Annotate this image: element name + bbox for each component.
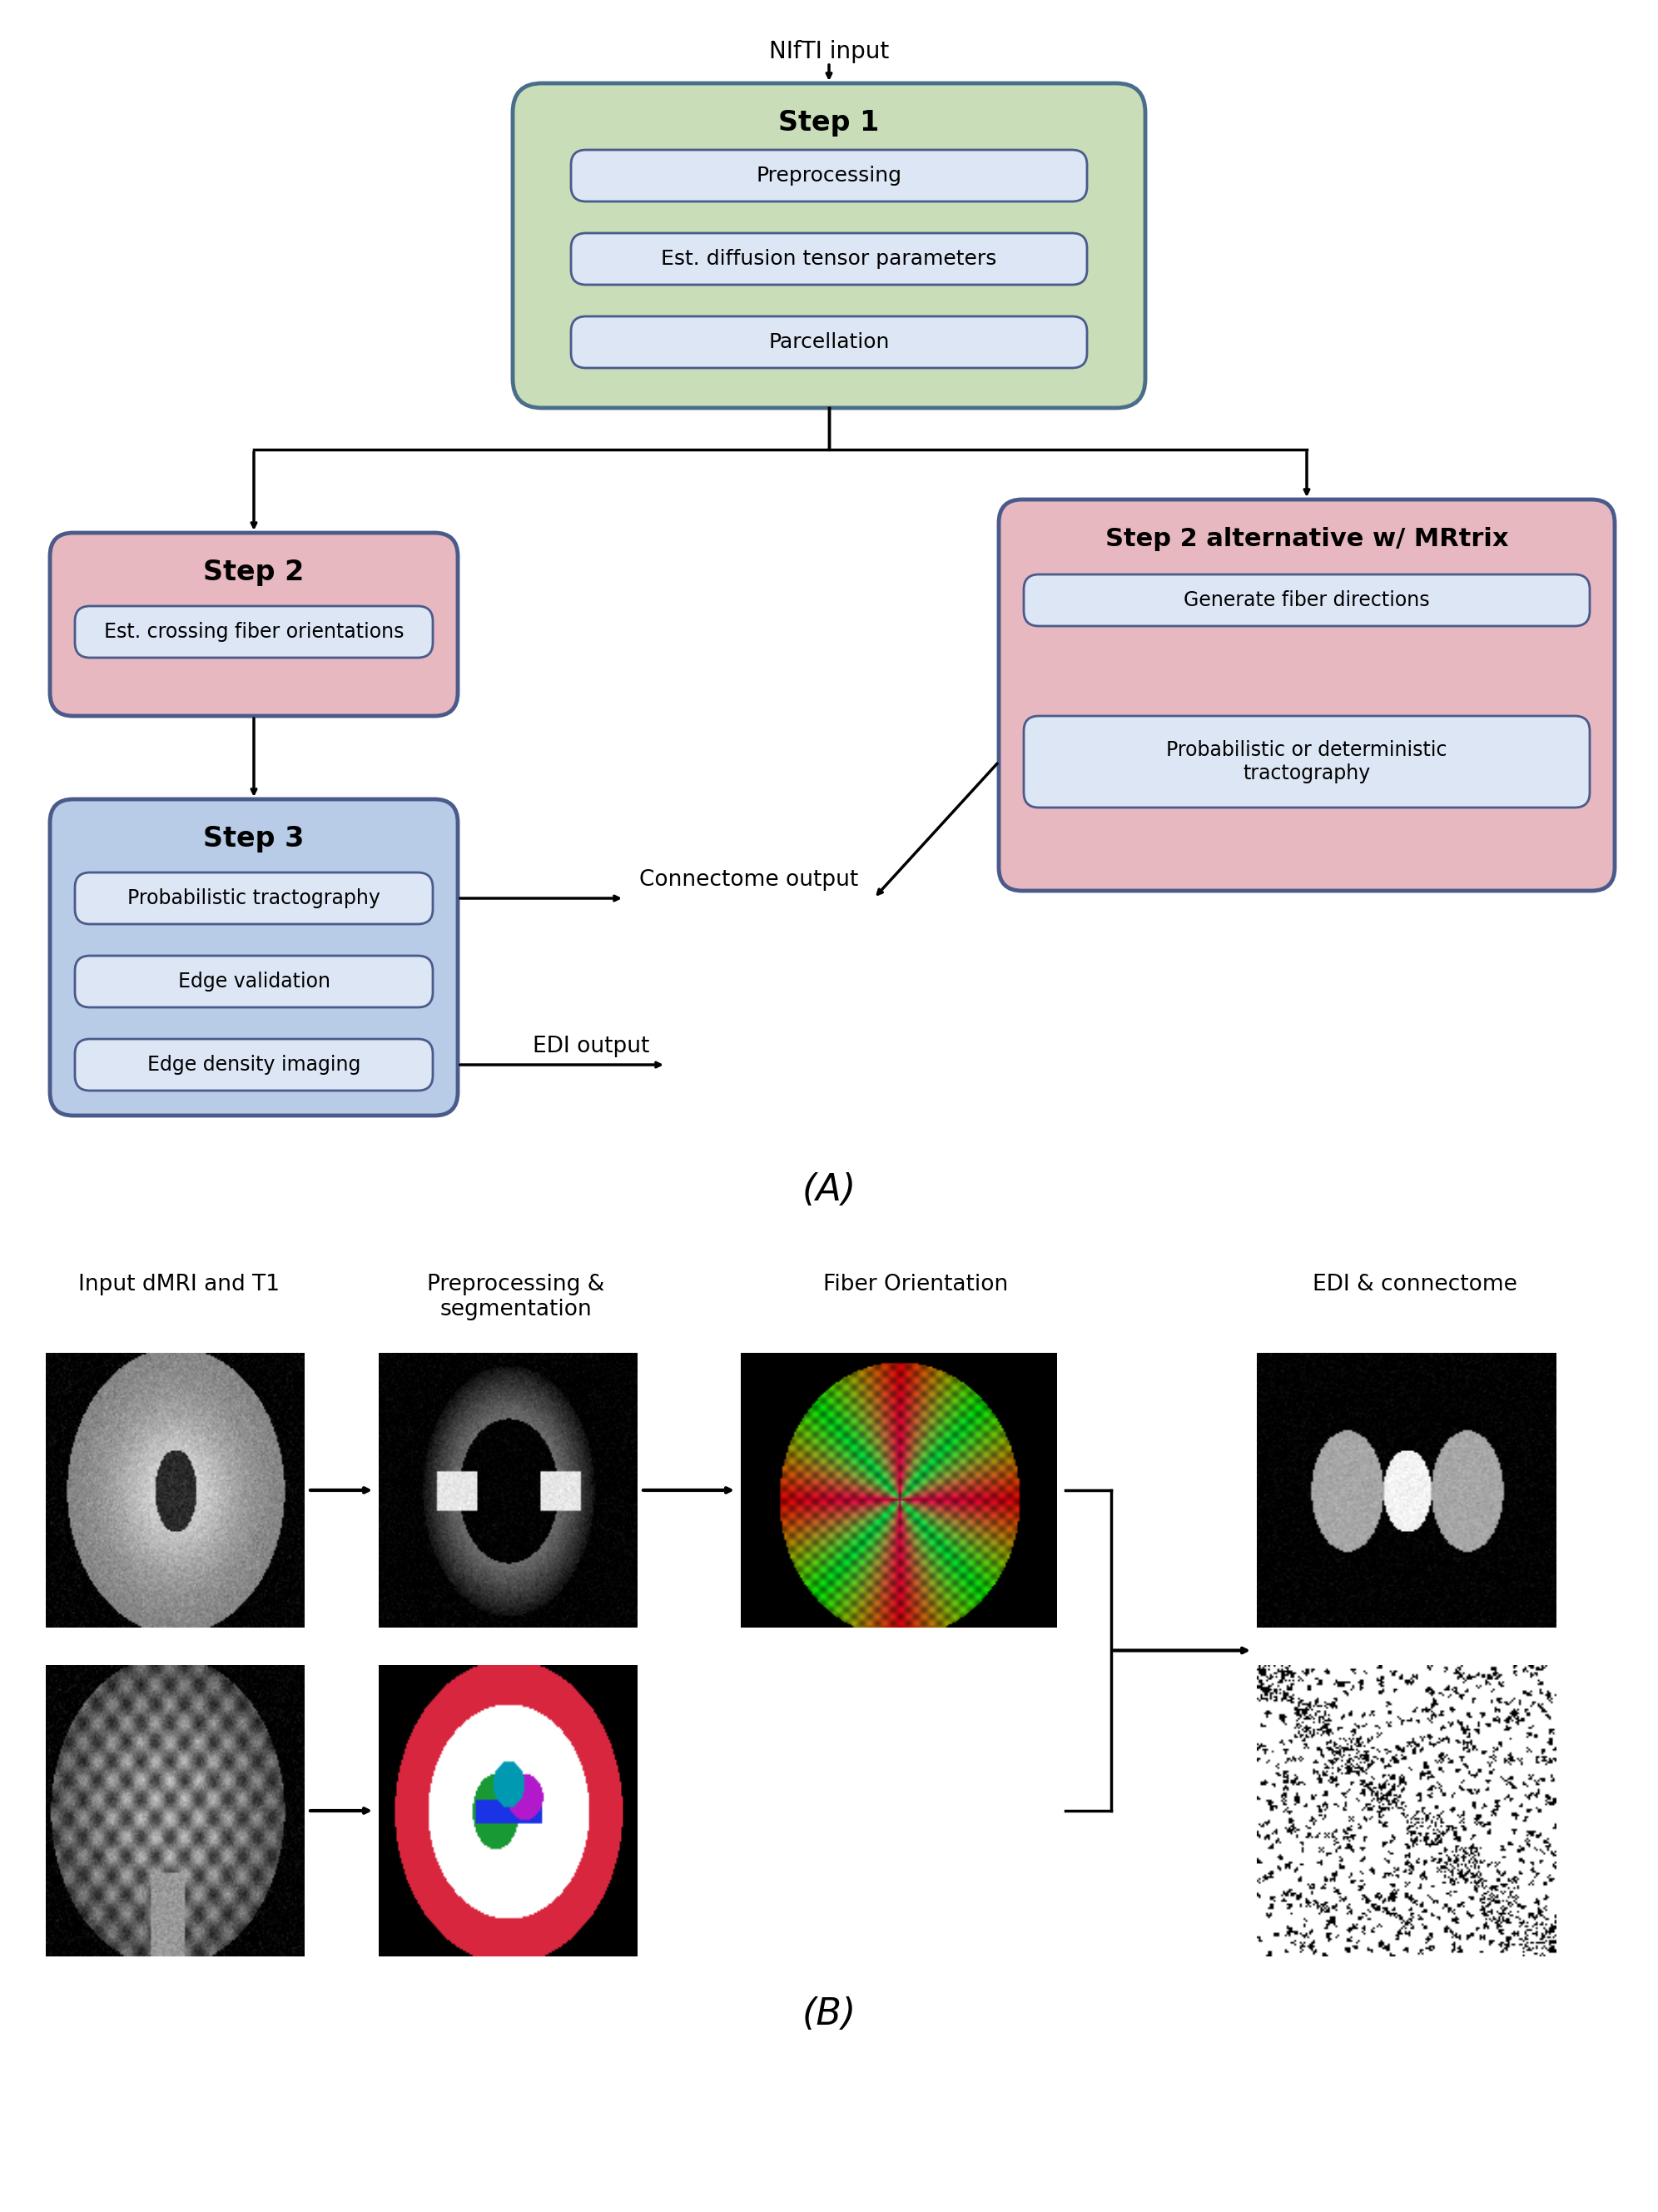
FancyBboxPatch shape (50, 799, 458, 1115)
FancyBboxPatch shape (75, 1040, 433, 1091)
Text: Step 1: Step 1 (779, 108, 879, 137)
Text: Step 3: Step 3 (204, 825, 305, 854)
Text: Input dMRI and T1: Input dMRI and T1 (78, 1274, 280, 1296)
Text: Generate fiber directions: Generate fiber directions (1184, 591, 1429, 611)
FancyBboxPatch shape (50, 533, 458, 717)
Text: Fiber Orientation: Fiber Orientation (822, 1274, 1008, 1296)
FancyBboxPatch shape (75, 956, 433, 1006)
FancyBboxPatch shape (570, 232, 1088, 285)
Text: Parcellation: Parcellation (769, 332, 889, 352)
Text: Probabilistic or deterministic
tractography: Probabilistic or deterministic tractogra… (1166, 741, 1447, 783)
Text: Step 2: Step 2 (204, 560, 305, 586)
Text: Connectome output: Connectome output (640, 869, 859, 891)
Text: Est. crossing fiber orientations: Est. crossing fiber orientations (104, 622, 405, 641)
Text: Preprocessing: Preprocessing (756, 166, 902, 186)
FancyBboxPatch shape (1023, 575, 1590, 626)
Text: Probabilistic tractography: Probabilistic tractography (128, 889, 380, 909)
Text: Est. diffusion tensor parameters: Est. diffusion tensor parameters (662, 250, 996, 270)
FancyBboxPatch shape (998, 500, 1615, 891)
Text: EDI & connectome: EDI & connectome (1313, 1274, 1517, 1296)
Text: NIfTI input: NIfTI input (769, 40, 889, 64)
Text: Edge density imaging: Edge density imaging (148, 1055, 360, 1075)
FancyBboxPatch shape (570, 150, 1088, 201)
Text: (B): (B) (802, 1997, 856, 2033)
Text: Preprocessing &
segmentation: Preprocessing & segmentation (428, 1274, 605, 1321)
Text: EDI output: EDI output (532, 1035, 650, 1057)
FancyBboxPatch shape (570, 316, 1088, 367)
FancyBboxPatch shape (512, 84, 1146, 407)
Text: (A): (A) (802, 1172, 856, 1208)
FancyBboxPatch shape (75, 872, 433, 925)
FancyBboxPatch shape (1023, 717, 1590, 807)
Text: Edge validation: Edge validation (177, 971, 330, 991)
FancyBboxPatch shape (75, 606, 433, 657)
Text: Step 2 alternative w/ MRtrix: Step 2 alternative w/ MRtrix (1106, 526, 1509, 551)
